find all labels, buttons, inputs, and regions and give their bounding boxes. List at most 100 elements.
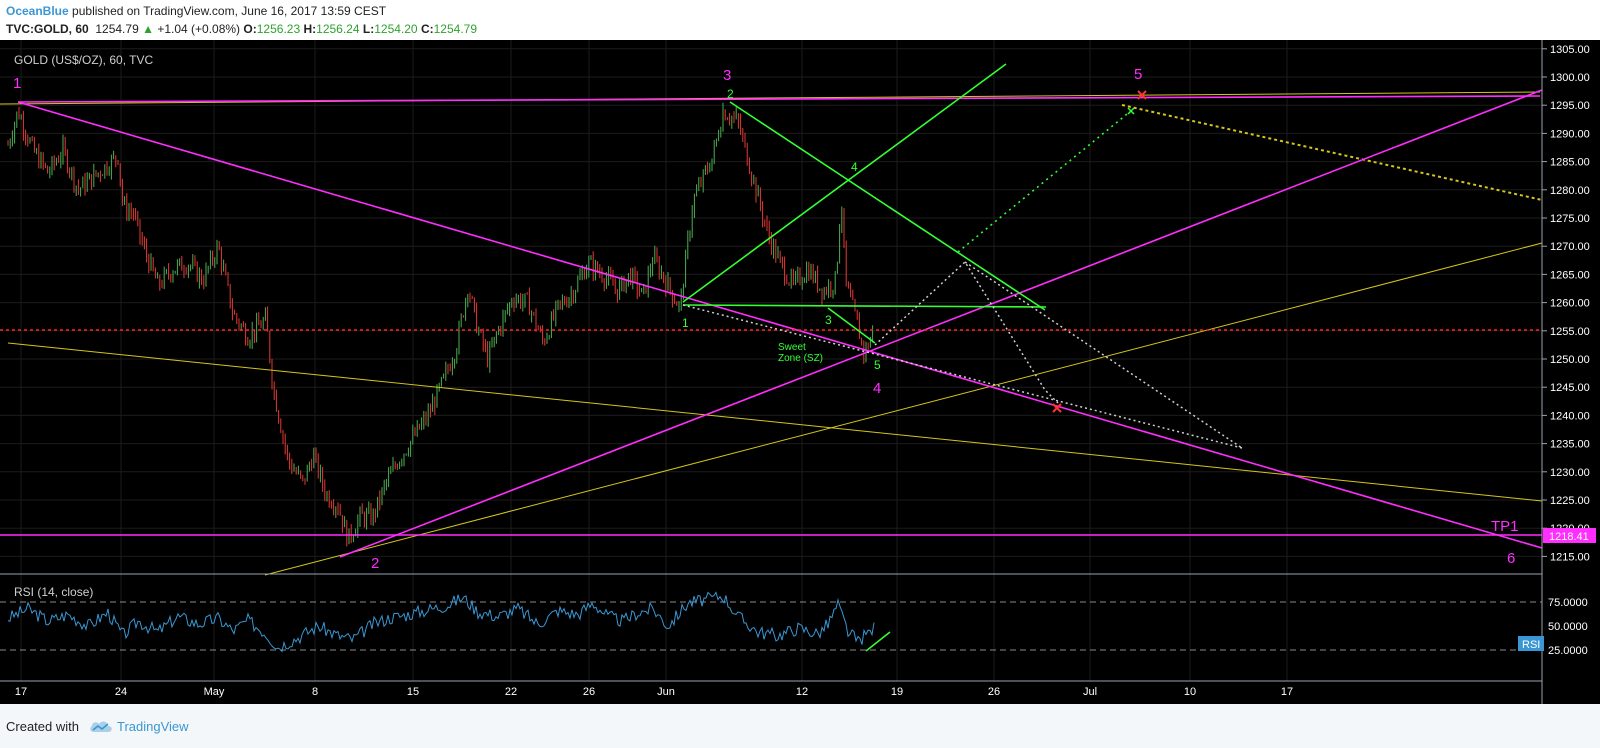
- time-tick-label: 22: [505, 686, 517, 698]
- magenta-lines: [0, 89, 1543, 558]
- price-tick-label: 1280.00: [1550, 185, 1590, 197]
- time-tick-label: 12: [796, 686, 808, 698]
- price-candles: [7, 102, 874, 547]
- published-text: published on TradingView.com, June 16, 2…: [72, 4, 387, 18]
- x-marker-green: [1127, 107, 1135, 115]
- time-tick-label: 8: [312, 686, 318, 698]
- sweet-zone-label-1: Sweet: [778, 342, 806, 353]
- open-label: O:: [243, 22, 257, 36]
- price-tick-label: 1235.00: [1550, 439, 1590, 451]
- time-tick-label: May: [204, 686, 225, 698]
- x-marker-bottom: [1052, 403, 1062, 413]
- last-price: 1254.79: [95, 22, 139, 36]
- x-marker-top: [1137, 90, 1147, 100]
- rsi-green-trendline: [865, 631, 891, 652]
- sweet-zone-label-2: Zone (SZ): [778, 353, 823, 364]
- price-tick-label: 1290.00: [1550, 128, 1590, 140]
- price-tick-label: 1305.00: [1550, 44, 1590, 56]
- price-tick-label: 1240.00: [1550, 410, 1590, 422]
- time-tick-label: 17: [15, 686, 27, 698]
- low-value: 1254.20: [374, 22, 418, 36]
- rsi-tick-label: 50.0000: [1548, 621, 1588, 633]
- wave-label-green-2: 2: [727, 87, 734, 101]
- magenta-down-line: [17, 101, 1543, 549]
- wave-label-magenta-6: 6: [1507, 550, 1515, 567]
- magenta-top-line: [17, 95, 1541, 103]
- wave-label-magenta-5: 5: [1134, 66, 1142, 83]
- price-tick-label: 1245.00: [1550, 382, 1590, 394]
- price-tick-label: 1270.00: [1550, 241, 1590, 253]
- price-tick-label: 1285.00: [1550, 157, 1590, 169]
- price-tick-label: 1225.00: [1550, 495, 1590, 507]
- footer: [0, 704, 1600, 748]
- publish-line: OceanBlue published on TradingView.com, …: [6, 4, 386, 18]
- green-base-line: [682, 304, 1047, 308]
- price-tick-label: 1255.00: [1550, 326, 1590, 338]
- rsi-axis: 75.0000 50.0000 25.0000: [1548, 597, 1588, 657]
- green-rising-line: [682, 63, 1007, 303]
- wave-label-magenta-2: 2: [371, 555, 379, 572]
- time-tick-label: Jun: [657, 686, 675, 698]
- tradingview-brand-link[interactable]: TradingView: [117, 719, 189, 734]
- wave-label-green-4: 4: [851, 160, 858, 174]
- time-tick-label: 26: [988, 686, 1000, 698]
- wave-label-magenta-3: 3: [723, 67, 731, 84]
- yellow-resistance-line: [0, 91, 1541, 105]
- low-label: L:: [362, 22, 375, 36]
- green-dotted-projection: [957, 109, 1133, 253]
- white-projection-b: [682, 304, 1243, 449]
- symbol-label: TVC:GOLD, 60: [6, 22, 89, 36]
- chart-canvas[interactable]: 1 2 3 4 5 6 TP1 1 2 3 4 5 Sweet Zone (SZ…: [0, 40, 1600, 704]
- price-tag-box: [1543, 528, 1596, 543]
- close-label: C:: [420, 22, 434, 36]
- time-tick-label: 15: [407, 686, 419, 698]
- rsi-badge: RSI: [1522, 639, 1540, 651]
- price-tick-label: 1260.00: [1550, 298, 1590, 310]
- chart-background: [0, 40, 1600, 704]
- tp1-label: TP1: [1491, 518, 1519, 535]
- target-markers: [1052, 90, 1147, 413]
- price-tick-label: 1230.00: [1550, 467, 1590, 479]
- projection-lines: [682, 260, 1243, 449]
- high-label: H:: [303, 22, 317, 36]
- up-arrow-icon: ▲: [142, 22, 154, 36]
- magenta-up-line: [339, 89, 1543, 558]
- time-tick-label: 26: [583, 686, 595, 698]
- close-value: 1254.79: [433, 22, 478, 36]
- time-tick-label: 19: [891, 686, 903, 698]
- rsi-title: RSI (14, close): [14, 585, 93, 599]
- time-tick-label: 17: [1281, 686, 1293, 698]
- wave-label-green-5: 5: [874, 358, 881, 372]
- time-axis: 17 24 May 8 15 22 26 Jun 12 19 26 Jul 10 17: [15, 686, 1293, 698]
- price-tick-label: 1295.00: [1550, 100, 1590, 112]
- author-link[interactable]: OceanBlue: [6, 4, 69, 18]
- tradingview-cloud-icon[interactable]: [88, 718, 114, 734]
- green-leg-line: [827, 307, 876, 344]
- ohlc-line: TVC:GOLD, 60 1254.79 ▲ +1.04 (+0.08%) O:…: [6, 22, 477, 36]
- price-tick-label: 1250.00: [1550, 354, 1590, 366]
- yellow-falling-line: [7, 342, 1543, 502]
- wave-label-magenta-4: 4: [873, 380, 881, 397]
- price-change: +1.04 (+0.08%): [157, 22, 241, 36]
- rsi-line: [7, 591, 875, 653]
- time-tick-label: 24: [115, 686, 127, 698]
- price-tick-label: 1215.00: [1550, 551, 1590, 563]
- rsi-series: [7, 591, 875, 653]
- wave-label-green-1: 1: [682, 316, 689, 330]
- yellow-lines: [0, 91, 1543, 576]
- created-with-label: Created with: [6, 719, 79, 734]
- green-falling-line: [729, 101, 1046, 311]
- price-tag-value: 1218.41: [1549, 531, 1589, 543]
- white-projection-c: [964, 261, 1243, 449]
- high-value: 1256.24: [316, 22, 360, 36]
- time-tick-label: 10: [1184, 686, 1196, 698]
- chart-title: GOLD (US$/OZ), 60, TVC: [14, 53, 153, 67]
- wave-labels: 1 2 3 4 5 6 TP1 1 2 3 4 5 Sweet Zone (SZ…: [13, 66, 1519, 572]
- yellow-rising-line: [264, 242, 1543, 576]
- white-projection-a: [874, 260, 1059, 404]
- rsi-badge-box: [1518, 636, 1544, 651]
- rsi-tick-label: 25.0000: [1548, 645, 1588, 657]
- rsi-tick-label: 75.0000: [1548, 597, 1588, 609]
- time-tick-label: Jul: [1083, 686, 1097, 698]
- green-pattern: [682, 63, 1133, 652]
